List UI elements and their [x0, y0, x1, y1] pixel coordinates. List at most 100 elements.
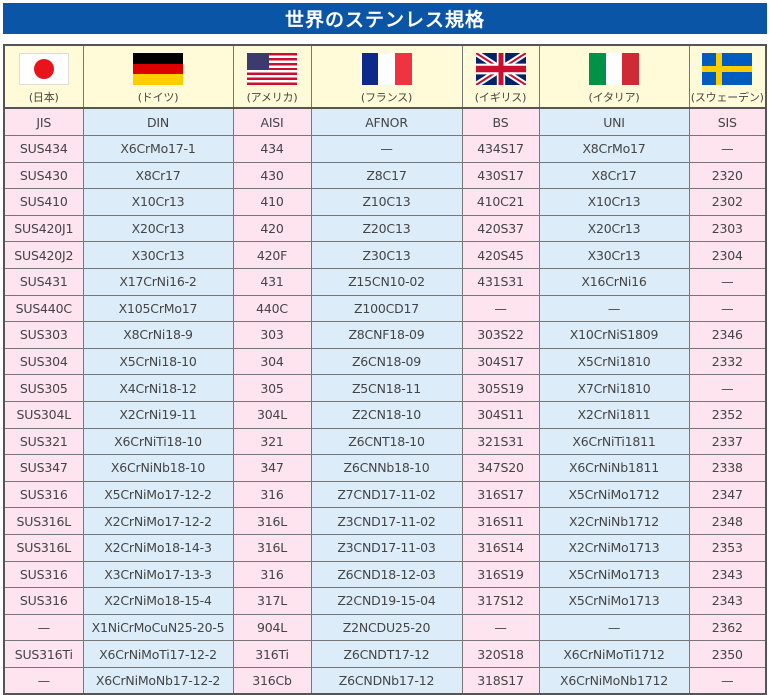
- table-cell: 2303: [688, 214, 767, 243]
- table-cell: SUS304L: [3, 400, 84, 429]
- table-row: SUS430 X8Cr17 430 Z8C17 430S17 X8Cr17 2320: [3, 161, 767, 190]
- table-cell: X4CrNi18-12: [82, 374, 234, 402]
- table-cell: —: [538, 294, 690, 323]
- uk-flag-icon: [475, 53, 526, 85]
- table-cell: X105CrMo17: [82, 294, 234, 323]
- usa-flag-icon: [247, 53, 297, 85]
- table-cell: 316S17: [461, 480, 540, 509]
- table-row: SUS440C X105CrMo17 440C Z100CD17— — —: [3, 294, 767, 323]
- table-cell: SUS321: [3, 427, 84, 456]
- table-cell: 2347: [688, 480, 767, 509]
- table-row: SUS304 X5CrNi18-10 304 Z6CN18-09 304S17 X5CrN…: [3, 347, 767, 376]
- table-row: SUS316 X5CrNiMo17-12-2 316 Z7CND17-11-02 316…: [3, 480, 767, 509]
- table-cell: 2352: [688, 400, 767, 429]
- page-title: 世界のステンレス規格: [3, 3, 767, 34]
- table-row: SUS431 X17CrNi16-2 431 Z15CN10-02 431S31 X16C…: [3, 267, 767, 296]
- standard-code-row: JIS DIN AISI AFNOR BS UNI SIS: [3, 107, 767, 136]
- table-cell: Z6CNNb18-10: [310, 454, 463, 482]
- table-cell: 305S19: [461, 374, 540, 402]
- italy-flag-icon: [589, 53, 639, 85]
- table-cell: Z6CND18-12-03: [310, 560, 463, 589]
- table-row: SUS420J2 X30Cr13 420F Z30C13 420S45 X30Cr13 23…: [3, 241, 767, 269]
- table-cell: Z20C13: [310, 214, 463, 243]
- table-cell: 434: [232, 135, 312, 163]
- table-cell: Z5CN18-11: [310, 374, 463, 402]
- table-cell: Z6CNT18-10: [310, 427, 463, 456]
- table-cell: 440C: [232, 294, 312, 323]
- table-cell: X10Cr13: [82, 188, 234, 216]
- country-name: (スウェーデン): [690, 91, 764, 104]
- table-cell: X10CrNiS1809: [538, 321, 690, 349]
- table-cell: X5CrNiMo1713: [538, 560, 690, 589]
- table-cell: 303S22: [461, 321, 540, 349]
- table-cell: Z3CND17-11-02: [310, 507, 463, 535]
- table-cell: 420: [232, 214, 312, 243]
- standard-code-header: AISI: [232, 107, 312, 136]
- table-cell: 318S17: [461, 666, 540, 695]
- table-cell: X20Cr13: [538, 214, 690, 243]
- table-cell: SUS316L: [3, 533, 84, 562]
- table-row: SUS316 X2CrNiMo18-15-4 317L Z2CND19-15-04 31…: [3, 587, 767, 615]
- table-cell: X6CrMo17-1: [82, 135, 234, 163]
- table-cell: —: [461, 294, 540, 323]
- table-cell: X6CrNiMoNb1712: [538, 666, 690, 695]
- table-cell: 2343: [688, 587, 767, 615]
- country-name: (日本): [28, 91, 59, 104]
- table-cell: X16CrNi16: [538, 267, 690, 296]
- table-cell: 2348: [688, 507, 767, 535]
- table-row: SUS316Ti X6CrNiMoTi17-12-2 316Ti Z6CNDT17-1…: [3, 640, 767, 668]
- table-cell: —: [688, 666, 767, 695]
- table-cell: Z30C13: [310, 241, 463, 269]
- table-row: SUS316L X2CrNiMo18-14-3 316L Z3CND17-11-03 3…: [3, 533, 767, 562]
- table-cell: 304S17: [461, 347, 540, 376]
- table-cell: X5CrNiMo1713: [538, 587, 690, 615]
- sweden-flag-icon: [702, 53, 753, 85]
- table-cell: X2CrNiMo17-12-2: [82, 507, 234, 535]
- table-cell: Z10C13: [310, 188, 463, 216]
- table-cell: X6CrNiTi1811: [538, 427, 690, 456]
- table-cell: —: [3, 666, 84, 695]
- table-cell: Z6CN18-09: [310, 347, 463, 376]
- table-cell: SUS305: [3, 374, 84, 402]
- table-row: SUS420J1 X20Cr13 420 Z20C13 420S37 X20Cr13 230…: [3, 214, 767, 243]
- table-row: SUS410 X10Cr13 410 Z10C13 410C21 X10Cr13 2302: [3, 188, 767, 216]
- table-cell: Z100CD17: [310, 294, 463, 323]
- table-cell: X3CrNiMo17-13-3: [82, 560, 234, 589]
- table-cell: SUS347: [3, 454, 84, 482]
- table-cell: X5CrNiMo1712: [538, 480, 690, 509]
- table-cell: —: [688, 135, 767, 163]
- table-cell: X5CrNiMo17-12-2: [82, 480, 234, 509]
- table-cell: X8CrNi18-9: [82, 321, 234, 349]
- table-cell: X6CrNiNb18-10: [82, 454, 234, 482]
- france-flag-icon: [361, 53, 412, 85]
- table-row: — X6CrNiMoNb17-12-2 316Cb Z6CNDNb17-12 318S1…: [3, 666, 767, 695]
- germany-flag-icon: [133, 53, 183, 85]
- country-cell: (日本): [3, 44, 84, 109]
- table-cell: X30Cr13: [82, 241, 234, 269]
- table-cell: 316Ti: [232, 640, 312, 668]
- table-cell: —: [688, 294, 767, 323]
- table-cell: Z2CN18-10: [310, 400, 463, 429]
- country-cell: (ドイツ): [82, 44, 234, 109]
- table-cell: 2362: [688, 613, 767, 642]
- table-cell: 316S14: [461, 533, 540, 562]
- table-cell: 303: [232, 321, 312, 349]
- table-cell: 316S11: [461, 507, 540, 535]
- table-cell: Z6CNDT17-12: [310, 640, 463, 668]
- table-cell: 316L: [232, 507, 312, 535]
- table-cell: X6CrNiMoTi1712: [538, 640, 690, 668]
- table-cell: X2CrNiMo1713: [538, 533, 690, 562]
- country-cell: (イギリス): [461, 44, 540, 109]
- table-cell: Z7CND17-11-02: [310, 480, 463, 509]
- standard-code-header: BS: [461, 107, 540, 136]
- table-cell: SUS420J2: [3, 241, 84, 269]
- table-cell: SUS430: [3, 161, 84, 190]
- table-cell: 434S17: [461, 135, 540, 163]
- table-cell: SUS303: [3, 321, 84, 349]
- table-cell: —: [688, 267, 767, 296]
- table-cell: X5CrNi18-10: [82, 347, 234, 376]
- table-cell: X2CrNiNb1712: [538, 507, 690, 535]
- table-cell: Z6CNDNb17-12: [310, 666, 463, 695]
- standard-code-header: UNI: [538, 107, 690, 136]
- table-cell: 410C21: [461, 188, 540, 216]
